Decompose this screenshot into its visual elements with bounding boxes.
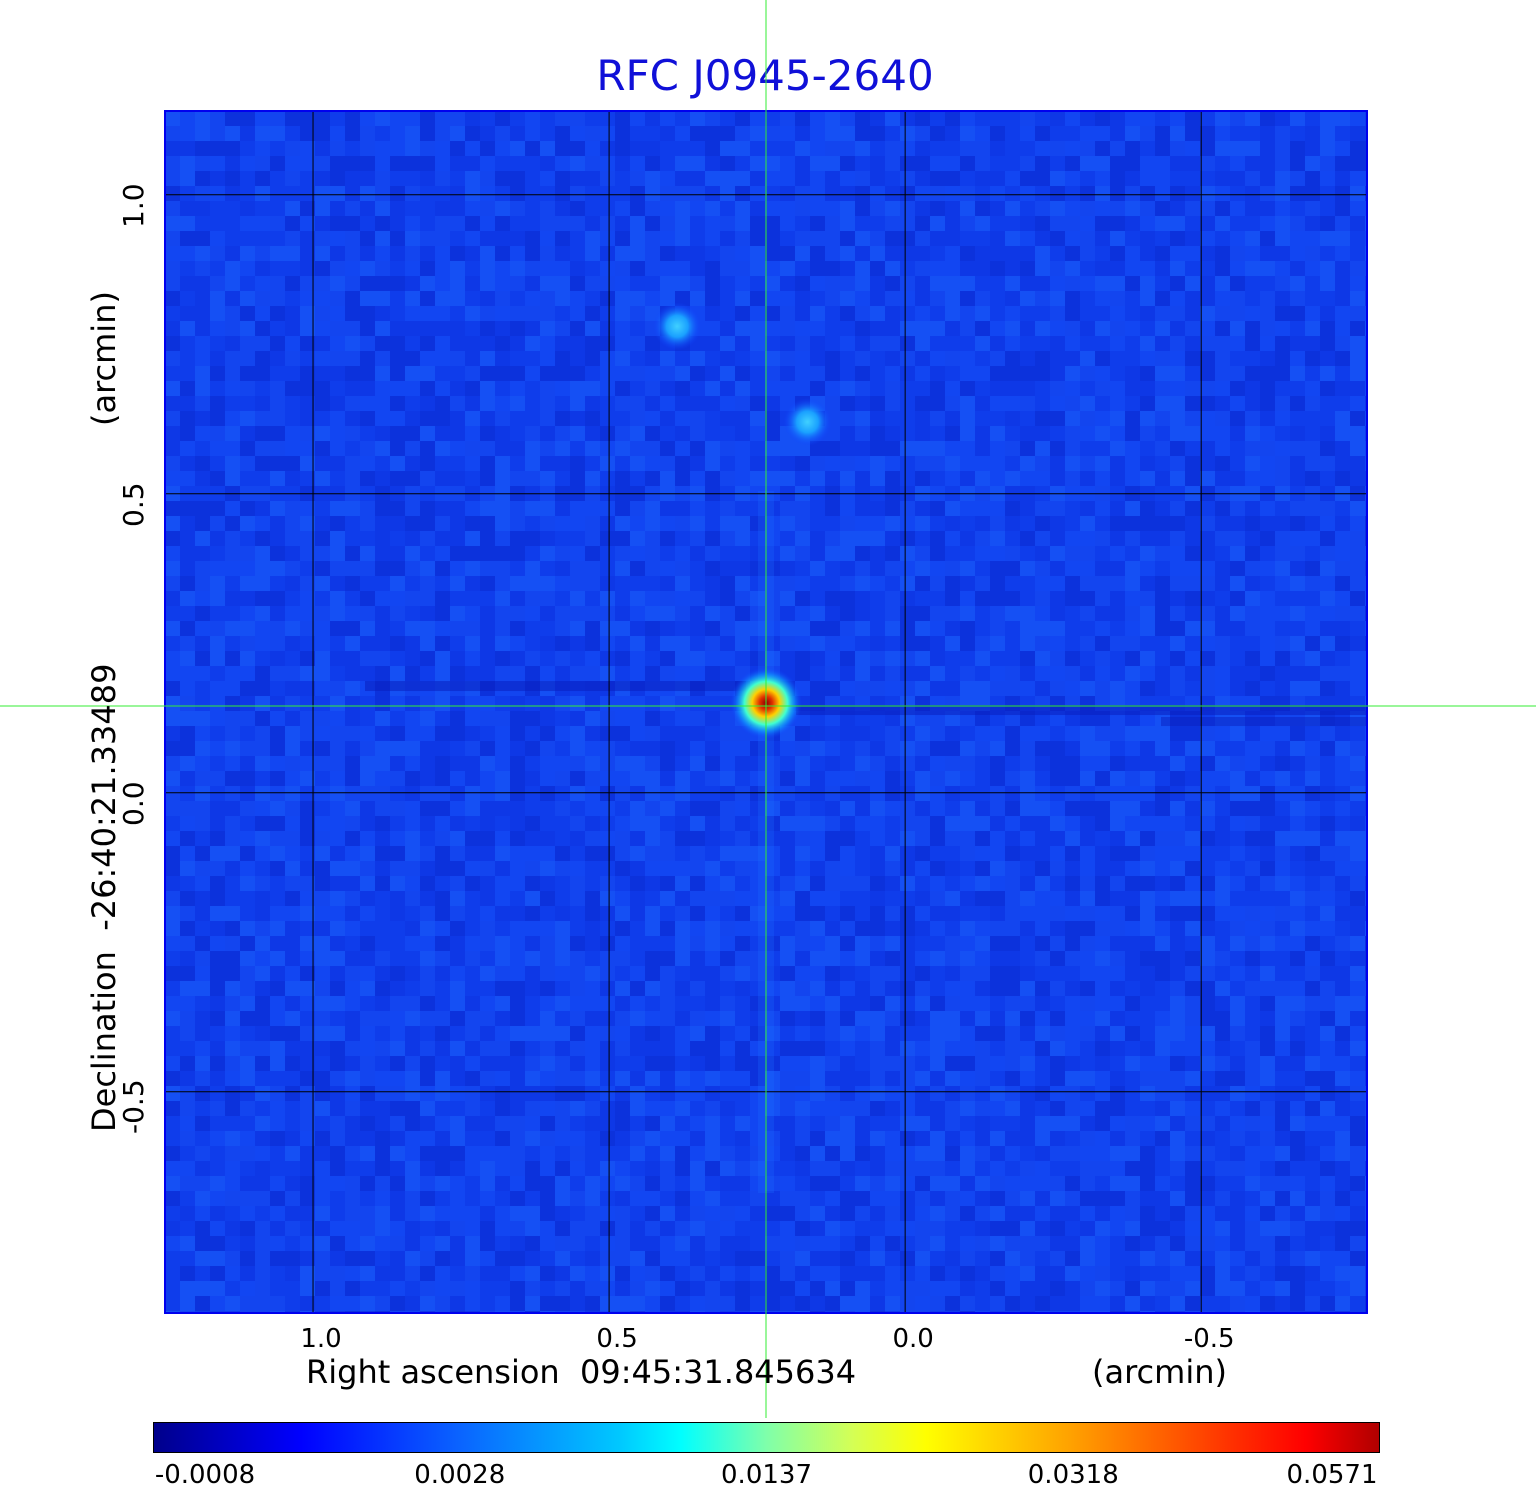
x-axis-unit: (arcmin): [1092, 1353, 1227, 1391]
chart-title: RFC J0945-2640: [596, 51, 934, 100]
source-secondary-2: [783, 397, 832, 446]
y-axis-label: Declination -26:40:21.33489: [85, 663, 123, 1132]
colorbar-tick-label: 0.0137: [721, 1460, 812, 1490]
y-tick-label: 0.0: [117, 781, 150, 827]
colorbar-tick-label: -0.0008: [154, 1460, 256, 1490]
x-tick-label: 1.0: [300, 1324, 342, 1354]
source-secondary-1: [653, 302, 702, 351]
x-tick-label: 0.5: [596, 1324, 638, 1354]
y-tick-label: -0.5: [117, 1079, 150, 1134]
y-axis-unit: (arcmin): [85, 291, 123, 426]
colorbar-tick-label: 0.0571: [1286, 1460, 1378, 1490]
colorbar-tick-label: 0.0028: [414, 1460, 506, 1490]
x-axis-label: Right ascension 09:45:31.845634: [306, 1353, 857, 1391]
sky-map: [0, 0, 1536, 1418]
sidelobe-streak-right: [796, 705, 1367, 716]
y-tick-label: 1.0: [117, 183, 150, 229]
sidelobe-streak-right-2: [1161, 717, 1367, 727]
colorbar: [153, 1422, 1380, 1453]
sidelobe-streak-left: [365, 681, 746, 692]
noise-texture: [165, 111, 1367, 1313]
y-tick-label: 0.5: [117, 482, 150, 528]
x-tick-label: -0.5: [1183, 1324, 1235, 1354]
x-tick-label: 0.0: [892, 1324, 934, 1354]
colorbar-tick-label: 0.0318: [1027, 1460, 1119, 1490]
